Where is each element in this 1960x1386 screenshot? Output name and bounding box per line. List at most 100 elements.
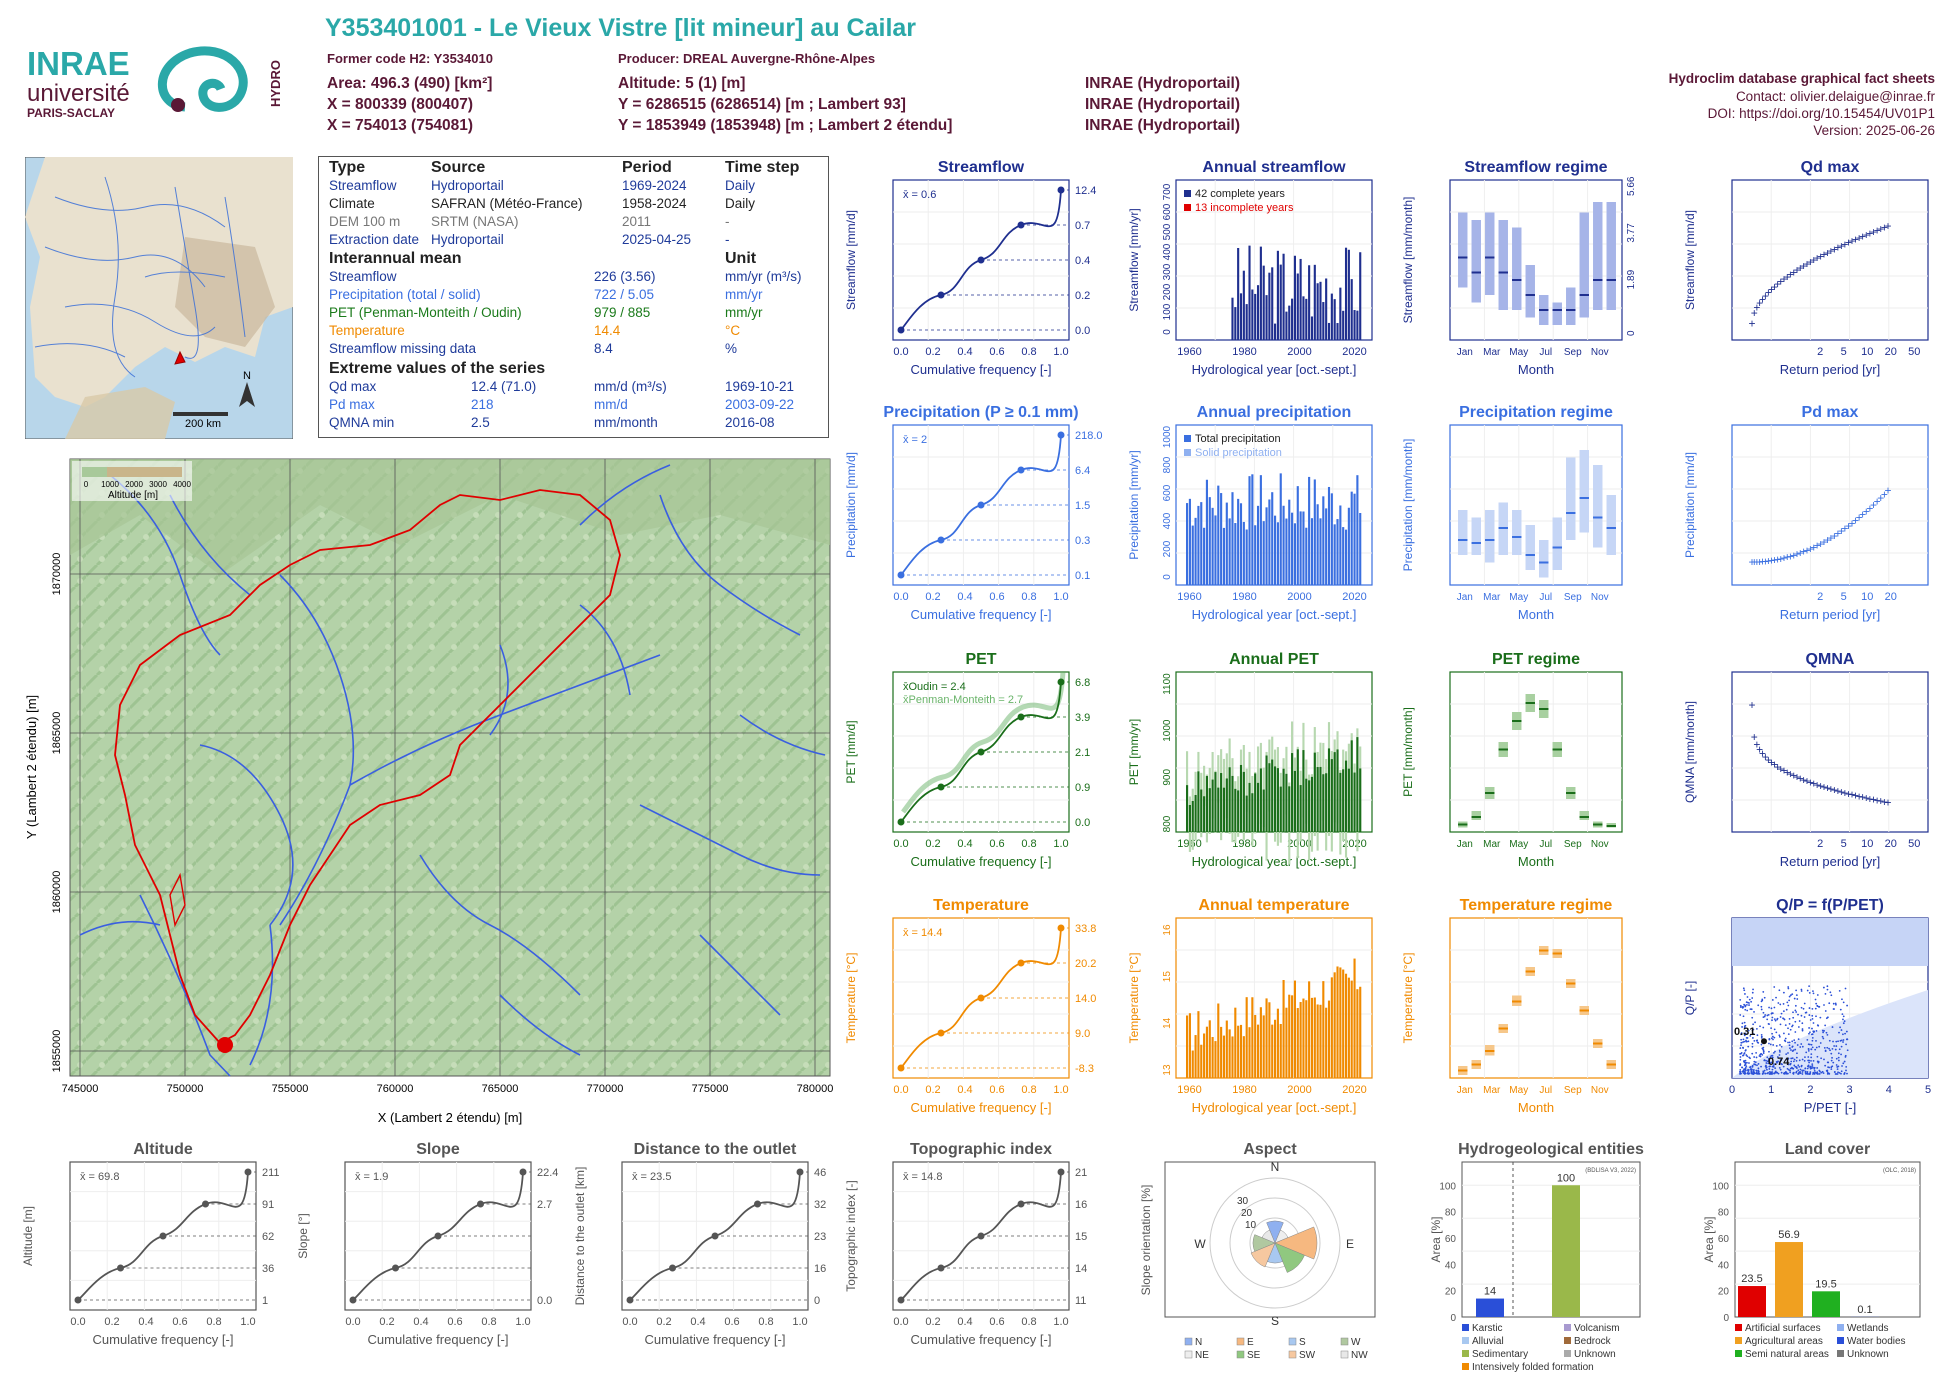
x-tick-label: Mar [1483, 592, 1501, 603]
quantile-point [897, 326, 905, 334]
annual-bar [1339, 287, 1342, 340]
qp-point [1788, 995, 1791, 998]
extreme-row-cell: 1969-10-21 [725, 379, 795, 394]
annual-bar [1308, 981, 1311, 1078]
right-tick-label: 6.4 [1075, 465, 1090, 477]
quantile-point [434, 1232, 442, 1240]
qp-point [1779, 1050, 1781, 1053]
annual-bar [1353, 310, 1356, 340]
qp-point [1749, 1008, 1752, 1011]
x-tick-label: 1.0 [1053, 1084, 1068, 1096]
chart-ylabel: Slope [°] [296, 1213, 310, 1259]
qp-point [1770, 1027, 1773, 1030]
qp-point [1779, 1068, 1782, 1071]
y-tick-label: 100 [1439, 1181, 1456, 1192]
return-period-point: + [1748, 698, 1755, 712]
qp-point [1778, 1049, 1781, 1052]
annual-bar [1325, 773, 1328, 832]
x-tick-label: 10 [1861, 838, 1873, 850]
map-ytick: 1855000 [51, 1030, 63, 1073]
extreme-row-cell: Qd max [329, 379, 377, 394]
annual-bar [1339, 772, 1342, 832]
qp-point [1746, 1009, 1749, 1012]
right-tick-label: 16 [1075, 1199, 1087, 1211]
annual-bar [1319, 281, 1322, 340]
annual-bar [1274, 1019, 1277, 1078]
x-tick-label: 2020 [1342, 591, 1366, 603]
y-tick-label: 200 [1162, 283, 1173, 300]
x-tick-label: 2000 [1287, 591, 1311, 603]
qp-point [1750, 1070, 1753, 1073]
qp-point [1845, 1069, 1847, 1072]
doi-link[interactable]: DOI: https://doi.org/10.15454/UV01P1 [1707, 106, 1935, 121]
qp-point [1740, 1041, 1743, 1044]
return-period-point: + [1751, 730, 1758, 744]
return-period-point: + [1787, 268, 1794, 282]
chart-ylabel: Altitude [m] [21, 1206, 35, 1266]
qp-point [1842, 1033, 1844, 1036]
annual-bar [1200, 789, 1203, 832]
qp-point [1771, 1019, 1773, 1022]
basin-location-marker [174, 350, 186, 365]
qp-point [1785, 1008, 1788, 1011]
x-tick-label: 0.8 [206, 1316, 221, 1328]
qp-point [1826, 1033, 1829, 1036]
y-tick-label: 0 [1723, 1313, 1729, 1324]
qp-point [1770, 1054, 1773, 1057]
return-period-point: + [1777, 762, 1784, 776]
annual-bar [1330, 293, 1333, 340]
data-source-row-cell: Hydroportail [431, 178, 504, 193]
qp-point [1812, 1073, 1814, 1075]
qp-point [1768, 1065, 1771, 1068]
right-tick-label: 15 [1075, 1231, 1087, 1243]
annual-bar [1330, 759, 1333, 832]
annual-bar [1248, 782, 1251, 832]
chart-title: Qd max [1801, 159, 1860, 176]
return-period-point: + [1762, 750, 1769, 764]
aspect-ring [1209, 1177, 1341, 1309]
area: Area: 496.3 (490) [km²] [327, 75, 493, 92]
regime-box [1525, 525, 1535, 570]
annual-bar [1276, 250, 1279, 340]
qp-point [1767, 1062, 1770, 1065]
aspect-direction: W [1194, 1237, 1206, 1251]
qp-point [1843, 1020, 1846, 1023]
qp-point [1815, 1046, 1818, 1049]
annual-bar [1319, 766, 1322, 832]
annual-bar [1293, 980, 1296, 1078]
x-tick-label: 2 [1817, 346, 1823, 358]
table-header-row-cell: Period [622, 159, 672, 176]
qp-point [1764, 1065, 1767, 1068]
quantile-point [74, 1296, 82, 1304]
qp-point [1813, 1030, 1816, 1033]
x-tick-label: 0.2 [379, 1316, 394, 1328]
qp-point [1823, 1046, 1826, 1049]
qp-point [1751, 1045, 1754, 1048]
x-tick-label: 20 [1885, 346, 1897, 358]
qp-point [1791, 1045, 1794, 1048]
x-tick-label: Mar [1483, 347, 1501, 358]
qp-point [1821, 1035, 1824, 1038]
annual-bar [1237, 790, 1240, 832]
qp-point [1747, 1069, 1750, 1071]
inrae-logo: INRAE [27, 45, 130, 82]
data-source-row-cell: SRTM (NASA) [431, 214, 519, 229]
annual-bar [1237, 1025, 1240, 1078]
annual-bar [1256, 1024, 1260, 1078]
qp-point [1746, 1004, 1748, 1006]
quantile-point [897, 1296, 905, 1304]
y-tick-label: 0 [1162, 574, 1173, 580]
return-period-point: + [1884, 484, 1891, 498]
qp-point [1760, 1052, 1762, 1055]
chart-ylabel: Slope orientation [%] [1139, 1185, 1153, 1296]
qp-point [1774, 1050, 1776, 1053]
return-period-point: + [1817, 537, 1824, 551]
regime-box [1566, 287, 1576, 325]
x-tick-label: 1.0 [1053, 591, 1068, 603]
regime-box [1539, 540, 1549, 578]
regime-box [1471, 811, 1481, 820]
legend-swatch [1236, 1337, 1245, 1346]
x-tick-label: 0.0 [893, 1316, 908, 1328]
regime-box [1485, 510, 1495, 563]
